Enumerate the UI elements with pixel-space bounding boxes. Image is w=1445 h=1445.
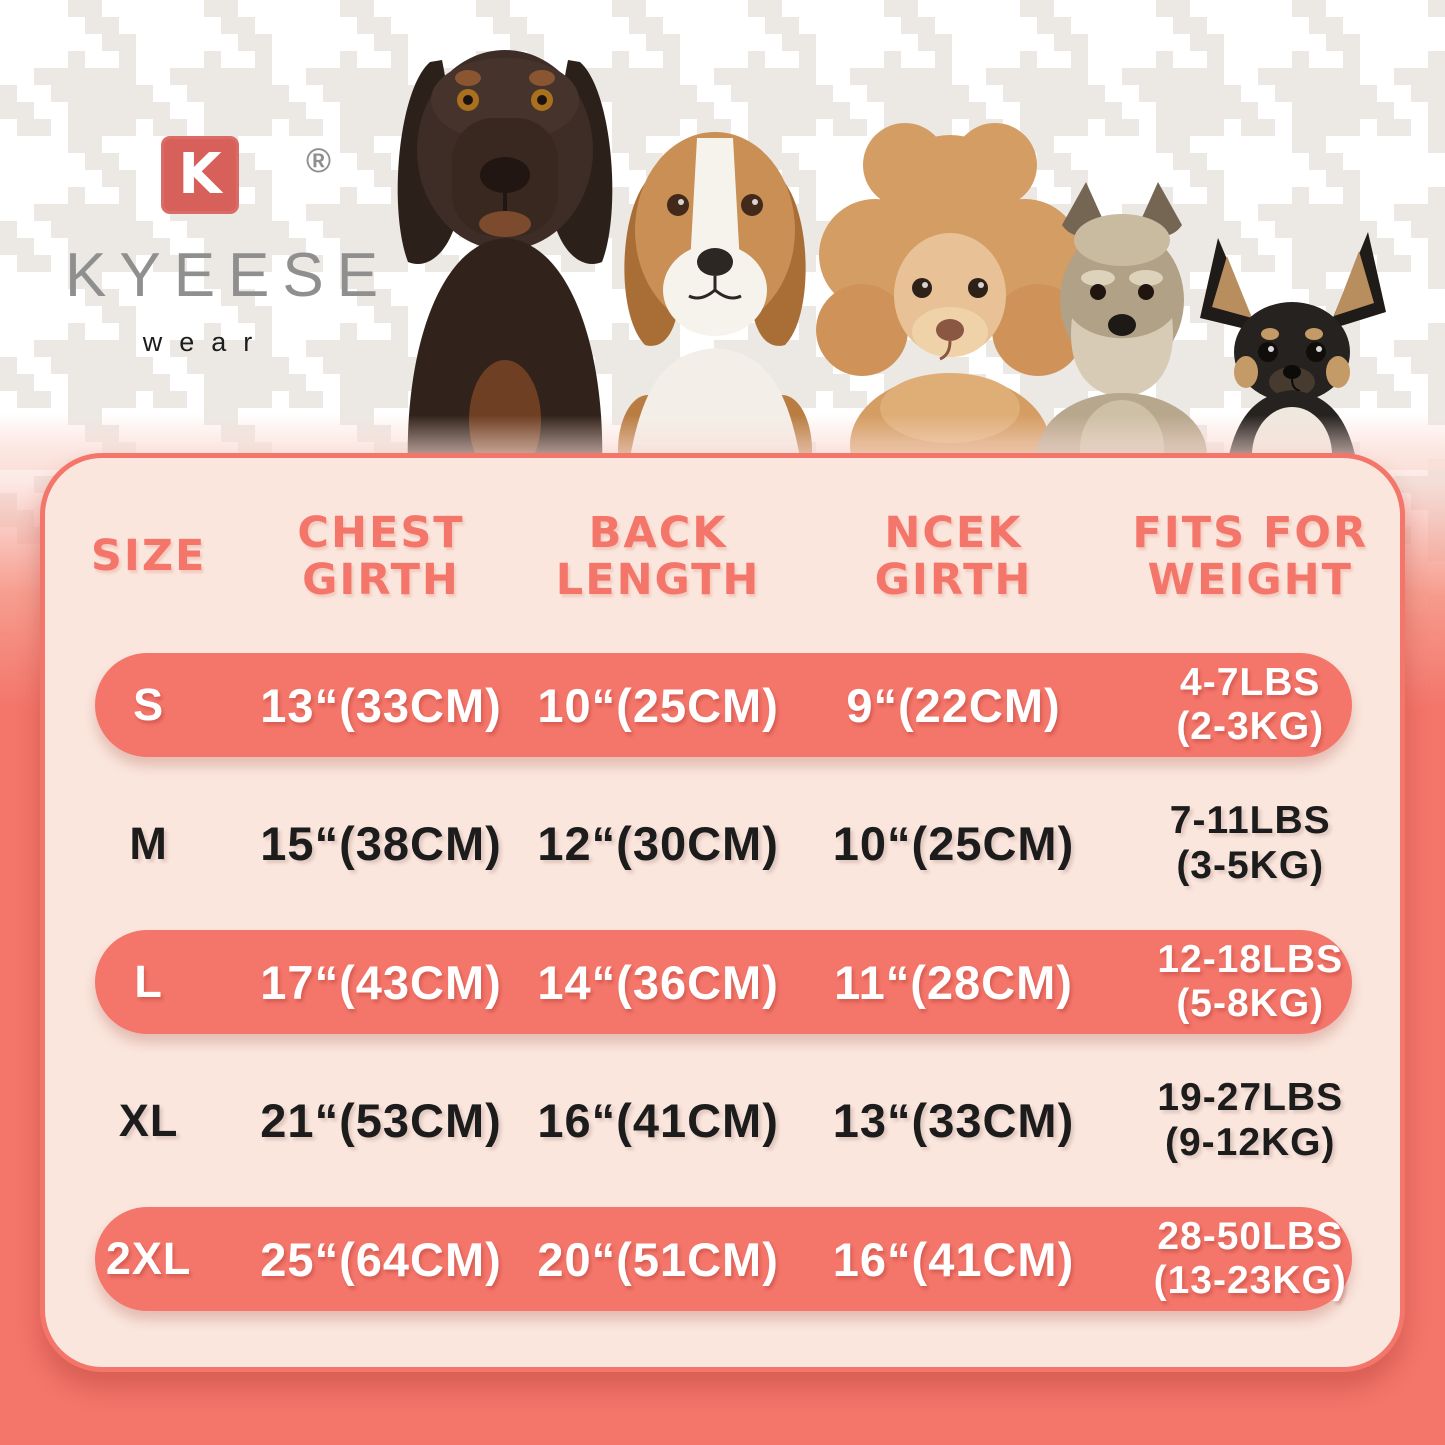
chest-girth-value: 13“(33CM) — [260, 678, 502, 732]
weight-lbs: 12-18LBS — [1157, 937, 1344, 981]
weight-kg: (5-8KG) — [1176, 982, 1325, 1025]
neck-girth-value: 10“(25CM) — [832, 817, 1075, 870]
weight-value: 19-27LBS (9-12KG) — [1101, 1076, 1400, 1165]
chest-girth-value: 15“(38CM) — [260, 817, 502, 870]
table-header-row: SIZE CHEST GIRTH BACK LENGTH NCEK GIRTH … — [45, 502, 1400, 612]
table-row-l: L 17“(43CM) 14“(36CM) 11“(28CM) 12-18LBS… — [45, 930, 1400, 1034]
neck-girth-value: 11“(28CM) — [834, 955, 1073, 1009]
brand-logo-mark: K — [161, 136, 239, 214]
weight-lbs: 7-11LBS — [1169, 799, 1331, 843]
weight-value: 28-50LBS (13-23KG) — [1101, 1215, 1400, 1304]
registered-trademark: ® — [305, 142, 331, 180]
weight-value: 7-11LBS (3-5KG) — [1101, 799, 1400, 888]
header-line: FITS FOR — [1132, 507, 1369, 558]
back-length-value: 14“(36CM) — [537, 955, 779, 1009]
size-chart-panel: SIZE CHEST GIRTH BACK LENGTH NCEK GIRTH … — [40, 453, 1405, 1372]
brand-name: KYEESE — [65, 241, 392, 310]
header-line: GIRTH — [874, 555, 1033, 605]
table-row-m: M 15“(38CM) 12“(30CM) 10“(25CM) 7-11LBS … — [45, 792, 1400, 896]
weight-lbs: 19-27LBS — [1157, 1076, 1344, 1120]
column-header-fits-for-weight: FITS FOR WEIGHT — [1101, 507, 1400, 605]
header-line: BACK — [588, 507, 728, 558]
dog-doberman — [397, 50, 613, 470]
column-header-size: SIZE — [45, 531, 252, 582]
header-line: LENGTH — [555, 555, 761, 605]
header-line: WEIGHT — [1147, 555, 1353, 605]
chest-girth-value: 25“(64CM) — [260, 1232, 502, 1286]
table-row-s: S 13“(33CM) 10“(25CM) 9“(22CM) 4-7LBS (2… — [45, 653, 1400, 757]
weight-kg: (2-3KG) — [1176, 705, 1325, 748]
neck-girth-value: 16“(41CM) — [832, 1232, 1075, 1286]
brand-logo-letter: K — [178, 142, 222, 207]
header-line: SIZE — [90, 531, 207, 582]
weight-kg: (3-5KG) — [1176, 843, 1325, 887]
header-line: GIRTH — [302, 555, 460, 605]
back-length-value: 12“(30CM) — [537, 817, 779, 870]
size-value: S — [133, 679, 165, 730]
table-row-2xl: 2XL 25“(64CM) 20“(51CM) 16“(41CM) 28-50L… — [45, 1207, 1400, 1311]
weight-lbs: 4-7LBS — [1180, 660, 1321, 704]
header-line: CHEST — [297, 507, 465, 558]
size-value: 2XL — [105, 1233, 192, 1284]
chest-girth-value: 21“(53CM) — [260, 1094, 502, 1147]
table-row-xl: XL 21“(53CM) 16“(41CM) 13“(33CM) 19-27LB… — [45, 1069, 1400, 1173]
size-value: XL — [118, 1094, 179, 1146]
back-length-value: 16“(41CM) — [537, 1094, 779, 1147]
neck-girth-value: 9“(22CM) — [846, 678, 1061, 732]
weight-value: 12-18LBS (5-8KG) — [1101, 938, 1400, 1027]
weight-kg: (13-23KG) — [1153, 1259, 1347, 1302]
back-length-value: 10“(25CM) — [537, 678, 779, 732]
column-header-neck-girth: NCEK GIRTH — [806, 507, 1100, 605]
table-body: S 13“(33CM) 10“(25CM) 9“(22CM) 4-7LBS (2… — [45, 653, 1400, 1311]
weight-lbs: 28-50LBS — [1157, 1214, 1344, 1258]
brand-logo: ® K KYEESE wear — [55, 136, 392, 358]
dog-poodle — [816, 123, 1084, 470]
weight-kg: (9-12KG) — [1164, 1120, 1336, 1164]
dogs-photo — [0, 50, 1445, 470]
neck-girth-value: 13“(33CM) — [832, 1094, 1075, 1147]
column-header-back-length: BACK LENGTH — [510, 507, 807, 605]
back-length-value: 20“(51CM) — [537, 1232, 779, 1286]
brand-sub-label: wear — [142, 327, 270, 357]
chest-girth-value: 17“(43CM) — [260, 955, 502, 1009]
header-line: NCEK — [884, 507, 1023, 558]
size-value: L — [134, 956, 163, 1007]
weight-value: 4-7LBS (2-3KG) — [1101, 661, 1400, 750]
size-value: M — [129, 817, 168, 869]
column-header-chest-girth: CHEST GIRTH — [252, 507, 509, 605]
